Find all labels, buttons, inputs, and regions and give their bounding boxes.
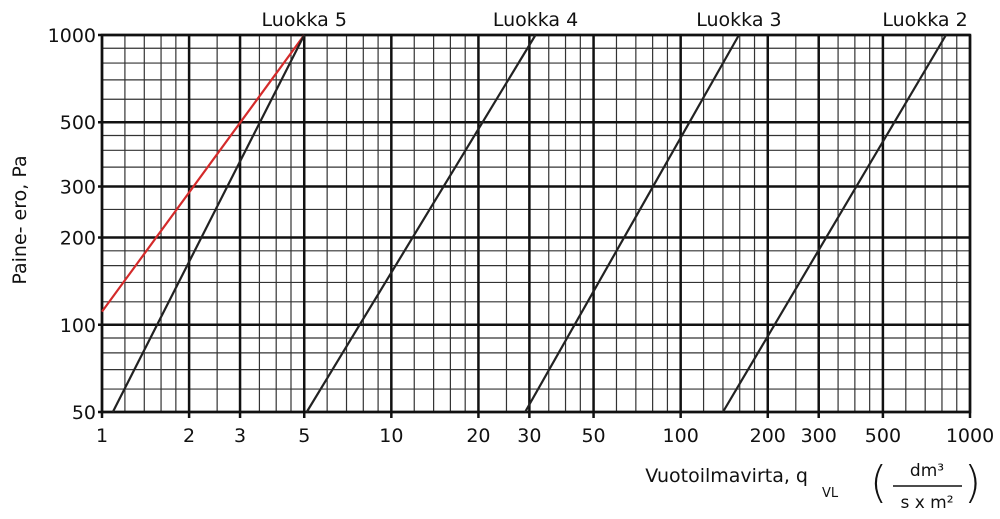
x-tick-label: 100	[663, 425, 699, 447]
series-line	[111, 34, 306, 413]
y-tick-label: 100	[60, 315, 96, 337]
y-tick-label: 500	[60, 112, 96, 134]
plot-frame	[100, 33, 972, 414]
series-line	[101, 34, 306, 313]
x-tick-label: 50	[581, 425, 605, 447]
x-tick-label: 5	[298, 425, 310, 447]
series-line	[524, 34, 740, 413]
y-tick-label: 50	[72, 402, 96, 424]
x-tick-label: 1000	[946, 425, 994, 447]
y-tick-label: 1000	[48, 25, 96, 47]
x-tick-label: 500	[865, 425, 901, 447]
paren: (	[870, 457, 887, 508]
series-label: Luokka 5	[262, 9, 347, 31]
x-tick-label: 1	[96, 425, 108, 447]
series-label: Luokka 2	[882, 9, 967, 31]
series-line	[721, 34, 947, 413]
unit-denominator: s x m²	[900, 493, 953, 513]
unit-numerator: dm³	[910, 461, 944, 481]
x-tick-label: 30	[517, 425, 541, 447]
x-tick-label: 3	[234, 425, 246, 447]
x-axis-label-subscript: VL	[822, 486, 839, 501]
paren: )	[964, 457, 981, 508]
x-tick-label: 300	[801, 425, 837, 447]
series-label: Luokka 3	[696, 9, 781, 31]
y-tick-label: 300	[60, 177, 96, 199]
series-label: Luokka 4	[493, 9, 578, 31]
series-line	[305, 34, 537, 413]
x-tick-label: 20	[466, 425, 490, 447]
y-tick-label: 200	[60, 228, 96, 250]
x-tick-label: 200	[750, 425, 786, 447]
x-axis-label: Vuotoilmavirta, q	[645, 465, 808, 487]
y-axis-label: Paine- ero, Pa	[9, 155, 31, 284]
x-tick-label: 2	[183, 425, 195, 447]
x-tick-label: 10	[379, 425, 403, 447]
